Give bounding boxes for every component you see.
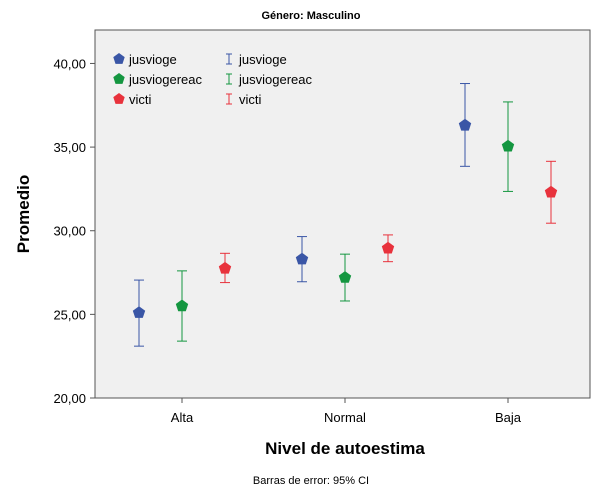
legend-marker-icon xyxy=(113,73,125,84)
legend-label: jusviogereac xyxy=(238,72,312,87)
x-axis-label: Nivel de autoestima xyxy=(265,439,425,458)
mean-marker-victi xyxy=(218,261,232,274)
y-tick-label: 20,00 xyxy=(53,391,86,406)
data-marks xyxy=(132,83,558,347)
x-axis: Alta Normal Baja xyxy=(171,398,522,425)
mean-marker-victi xyxy=(544,185,558,198)
x-tick-label: Alta xyxy=(171,410,194,425)
error-bar-footnote: Barras de error: 95% CI xyxy=(253,475,369,487)
legend-label: victi xyxy=(129,92,152,107)
legend-label: victi xyxy=(239,92,262,107)
mean-marker-jusviogereac xyxy=(338,271,352,283)
legend-label: jusviogereac xyxy=(128,72,202,87)
mean-marker-jusviogereac xyxy=(501,139,515,152)
x-tick-label: Normal xyxy=(324,410,366,425)
plot-area xyxy=(94,29,591,399)
mean-marker-jusvioge xyxy=(295,252,309,265)
legend-label: jusvioge xyxy=(238,52,287,67)
chart-title: Género: Masculino xyxy=(261,10,360,22)
mean-marker-jusvioge xyxy=(132,306,146,318)
y-tick-label: 35,00 xyxy=(53,140,86,155)
y-axis: 20,00 25,00 30,00 35,00 40,00 xyxy=(53,56,95,406)
y-axis-label: Promedio xyxy=(14,175,33,253)
y-tick-label: 30,00 xyxy=(53,224,86,239)
mean-marker-jusvioge xyxy=(458,118,472,131)
legend-marker-icon xyxy=(113,53,125,64)
x-tick-label: Baja xyxy=(495,410,522,425)
mean-marker-jusviogereac xyxy=(175,299,189,312)
y-tick-label: 40,00 xyxy=(53,56,86,71)
legend: jusvioge jusviogereac victi jusvioge jusviog… xyxy=(113,52,312,107)
legend-marker-icon xyxy=(113,93,125,104)
mean-marker-victi xyxy=(381,241,395,254)
legend-label: jusvioge xyxy=(128,52,177,67)
y-tick-label: 25,00 xyxy=(53,307,86,322)
